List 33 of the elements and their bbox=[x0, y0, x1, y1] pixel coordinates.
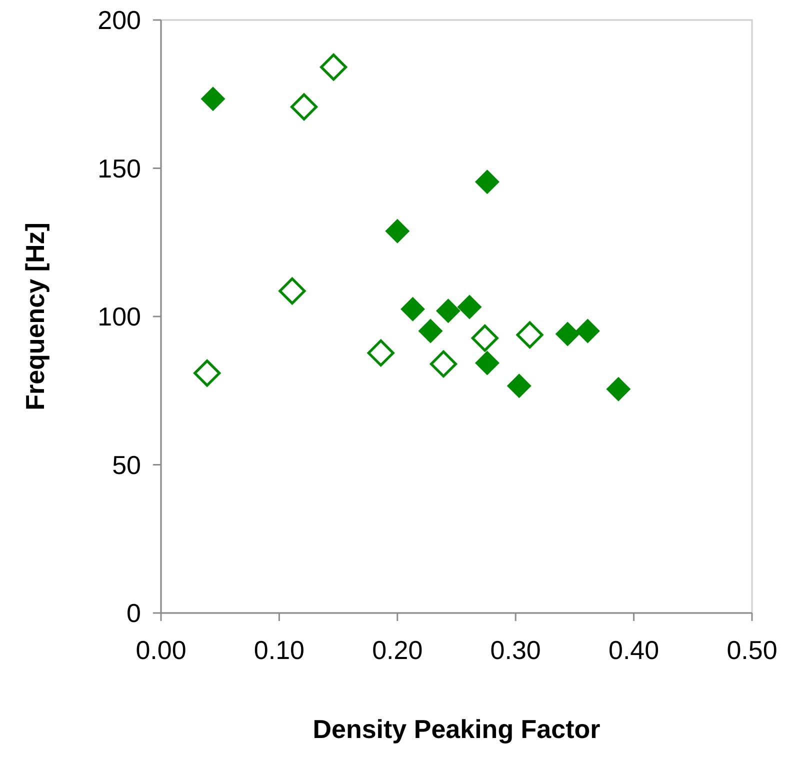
point bbox=[474, 350, 500, 376]
point bbox=[367, 339, 394, 367]
point bbox=[385, 218, 410, 244]
point bbox=[436, 298, 460, 324]
x-tick-label: 0.50 bbox=[726, 635, 778, 665]
point bbox=[606, 376, 631, 402]
point bbox=[474, 170, 500, 194]
point bbox=[320, 54, 348, 81]
point bbox=[575, 318, 600, 344]
point bbox=[418, 318, 443, 344]
point bbox=[430, 350, 458, 378]
y-tick-label: 200 bbox=[98, 5, 141, 36]
x-tick-label: 0.40 bbox=[608, 635, 660, 665]
point bbox=[516, 321, 544, 348]
x-tick-label: 0.20 bbox=[372, 635, 423, 665]
point bbox=[457, 294, 482, 320]
point bbox=[400, 296, 426, 322]
point bbox=[278, 277, 306, 305]
y-tick-label: 150 bbox=[98, 153, 141, 184]
y-tick-label: 100 bbox=[98, 302, 141, 332]
y-tick-label: 50 bbox=[112, 450, 141, 480]
point bbox=[290, 93, 318, 120]
point bbox=[200, 86, 226, 112]
y-axis-title: Frequency [Hz] bbox=[20, 222, 50, 410]
x-tick-label: 0.00 bbox=[136, 635, 186, 665]
y-tick-label: 0 bbox=[126, 598, 141, 628]
x-tick-label: 0.30 bbox=[490, 635, 541, 665]
point bbox=[555, 322, 580, 346]
x-axis-title: Density Peaking Factor bbox=[312, 714, 600, 744]
x-tick-label: 0.10 bbox=[254, 635, 305, 665]
point bbox=[506, 374, 532, 398]
point bbox=[471, 324, 498, 352]
point bbox=[194, 360, 221, 387]
